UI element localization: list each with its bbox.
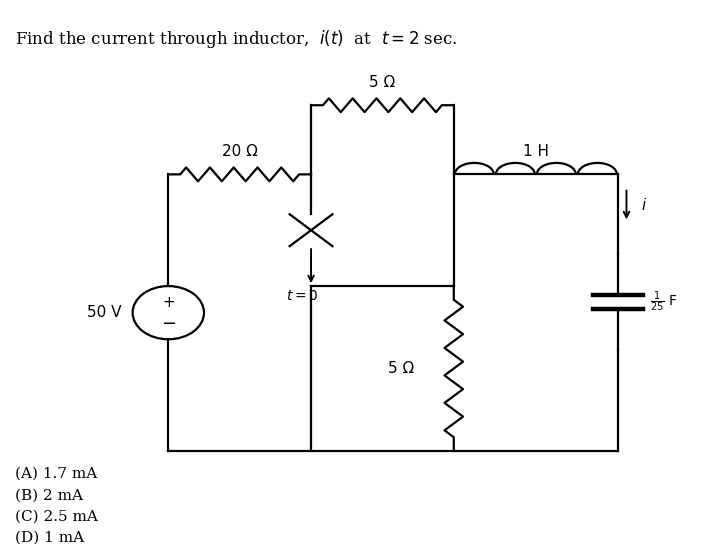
Text: 5 Ω: 5 Ω: [388, 361, 414, 376]
Text: $\frac{1}{25}$ F: $\frac{1}{25}$ F: [650, 290, 678, 314]
Text: (B) 2 mA: (B) 2 mA: [15, 488, 83, 502]
Text: 5 Ω: 5 Ω: [369, 75, 396, 90]
Text: −: −: [161, 315, 176, 333]
Text: (A) 1.7 mA: (A) 1.7 mA: [15, 467, 97, 481]
Text: $t = 0$: $t = 0$: [287, 289, 318, 302]
Text: 20 Ω: 20 Ω: [222, 145, 258, 160]
Text: Find the current through inductor,  $i(t)$  at  $t = 2$ sec.: Find the current through inductor, $i(t)…: [15, 28, 457, 50]
Text: (C) 2.5 mA: (C) 2.5 mA: [15, 509, 97, 524]
Text: 1 H: 1 H: [523, 144, 549, 159]
Text: 50 V: 50 V: [87, 305, 122, 320]
Text: $i$: $i$: [640, 197, 647, 213]
Text: +: +: [162, 295, 175, 310]
Text: (D) 1 mA: (D) 1 mA: [15, 531, 84, 544]
